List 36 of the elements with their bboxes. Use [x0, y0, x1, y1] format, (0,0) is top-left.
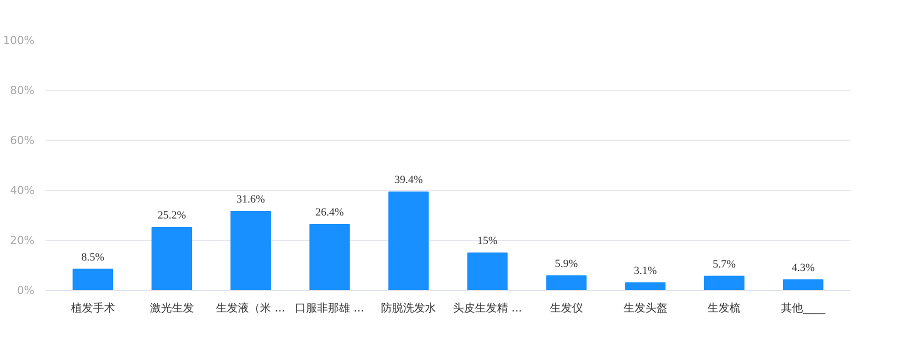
x-tick-label: 防脱洗发水 [381, 302, 436, 314]
bar [309, 224, 350, 290]
y-tick-label: 100% [3, 34, 35, 47]
data-label: 5.9% [554, 258, 578, 270]
bar [782, 279, 824, 290]
x-tick-label: 口服非那雄 ... [295, 302, 364, 314]
data-label: 4.3% [792, 262, 815, 274]
x-tick-label: 生发液（米 ... [216, 302, 286, 314]
data-label: 25.2% [158, 210, 186, 222]
y-tick-label: 80% [10, 84, 35, 97]
data-label: 3.1% [634, 264, 657, 277]
data-label: 8.5% [81, 251, 104, 264]
bar [388, 192, 429, 290]
data-label: 31.6% [236, 194, 265, 206]
bar [72, 268, 114, 290]
y-tick-label: 60% [10, 134, 35, 147]
y-tick-label: 20% [10, 234, 35, 247]
y-tick-label: 40% [10, 184, 35, 197]
x-tick-label: 生发梳 [708, 302, 741, 314]
bar [704, 276, 744, 290]
data-label: 5.7% [712, 258, 736, 270]
x-tick-label: 植发手术 [70, 302, 115, 314]
bar [546, 275, 587, 290]
bar [152, 227, 192, 290]
x-tick-label: 生发仪 [550, 302, 583, 314]
bar [467, 252, 508, 290]
data-label: 15% [477, 235, 498, 247]
bar [625, 282, 666, 290]
bar [230, 211, 271, 290]
data-label: 39.4% [394, 174, 423, 186]
y-tick-label: 0% [17, 284, 34, 297]
x-tick-label: 其他____ [781, 302, 826, 314]
x-tick-label: 头皮生发精 ... [452, 302, 522, 314]
data-label: 26.4% [315, 206, 344, 218]
x-tick-label: 激光生发 [150, 302, 194, 314]
x-tick-label: 生发头盔 [623, 302, 668, 314]
